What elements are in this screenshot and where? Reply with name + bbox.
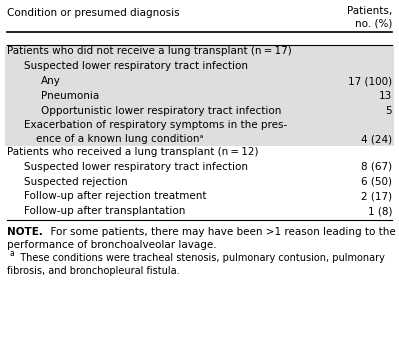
Text: 13: 13 — [379, 91, 392, 101]
Text: Patients who did not receive a lung transplant (n = 17): Patients who did not receive a lung tran… — [7, 47, 292, 57]
Text: a: a — [9, 250, 14, 258]
Text: fibrosis, and bronchopleural fistula.: fibrosis, and bronchopleural fistula. — [7, 266, 180, 276]
Text: 4 (24): 4 (24) — [361, 134, 392, 144]
Text: Suspected lower respiratory tract infection: Suspected lower respiratory tract infect… — [24, 61, 249, 71]
Text: 6 (50): 6 (50) — [361, 177, 392, 187]
Text: performance of bronchoalveolar lavage.: performance of bronchoalveolar lavage. — [7, 240, 217, 250]
Text: 1 (8): 1 (8) — [367, 206, 392, 216]
Text: Exacerbation of respiratory symptoms in the pres-: Exacerbation of respiratory symptoms in … — [24, 120, 288, 131]
Text: Follow-up after rejection treatment: Follow-up after rejection treatment — [24, 192, 207, 201]
Text: These conditions were tracheal stenosis, pulmonary contusion, pulmonary: These conditions were tracheal stenosis,… — [14, 253, 385, 263]
Text: Pneumonia: Pneumonia — [41, 91, 99, 101]
Text: no. (%): no. (%) — [355, 19, 392, 29]
Text: For some patients, there may have been >1 reason leading to the: For some patients, there may have been >… — [44, 227, 396, 237]
Text: Suspected rejection: Suspected rejection — [24, 177, 128, 187]
Bar — [5, 46, 394, 146]
Text: NOTE.: NOTE. — [7, 227, 43, 237]
Text: Suspected lower respiratory tract infection: Suspected lower respiratory tract infect… — [24, 162, 249, 172]
Text: Condition or presumed diagnosis: Condition or presumed diagnosis — [7, 7, 180, 17]
Text: Follow-up after transplantation: Follow-up after transplantation — [24, 206, 186, 216]
Text: 8 (67): 8 (67) — [361, 162, 392, 172]
Text: 17 (100): 17 (100) — [348, 76, 392, 86]
Text: Patients,: Patients, — [347, 6, 392, 16]
Text: 2 (17): 2 (17) — [361, 192, 392, 201]
Text: Any: Any — [41, 76, 61, 86]
Text: Patients who received a lung transplant (n = 12): Patients who received a lung transplant … — [7, 147, 259, 157]
Text: Opportunistic lower respiratory tract infection: Opportunistic lower respiratory tract in… — [41, 106, 281, 116]
Text: 5: 5 — [385, 106, 392, 116]
Text: ence of a known lung conditionᵃ: ence of a known lung conditionᵃ — [36, 134, 204, 144]
